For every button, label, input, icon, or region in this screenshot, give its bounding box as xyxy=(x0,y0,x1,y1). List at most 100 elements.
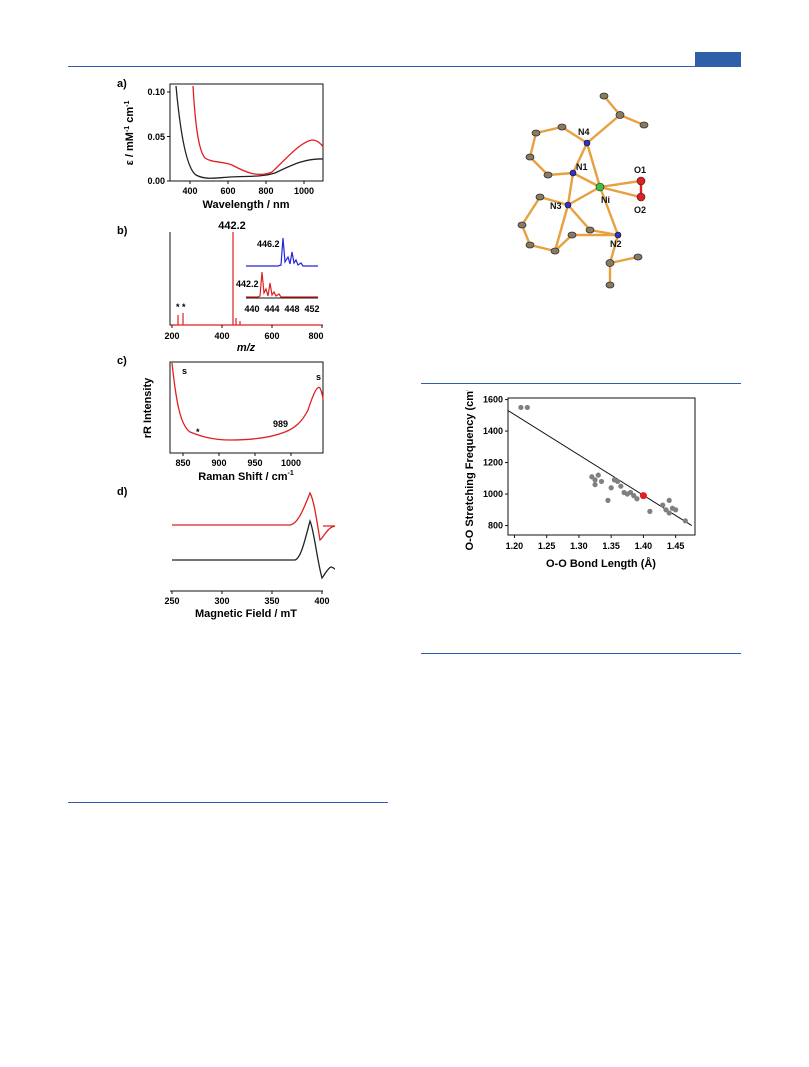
panel-c-xticks: 850 900 950 1000 xyxy=(175,453,301,468)
atom-label: O2 xyxy=(634,205,646,215)
panel-c-red-trace xyxy=(171,362,324,441)
x-tick-label: 1.30 xyxy=(570,541,588,551)
data-point xyxy=(618,483,624,489)
section-rule-right-2 xyxy=(421,653,741,654)
panel-c-s-left: s xyxy=(182,366,187,376)
panel-b-label: b) xyxy=(117,225,128,237)
oxygen-atoms xyxy=(636,176,646,202)
oo-frequency-chart: 800 1000 1200 1400 1600 1.20 1.25 1.30 1.35 1.40… xyxy=(464,390,696,570)
data-point xyxy=(592,477,598,483)
panel-c-s-right: s xyxy=(316,372,321,382)
panel-a-ytick: 0.10 xyxy=(147,87,165,97)
panel-d-xtick: 350 xyxy=(264,596,279,606)
x-tick-label: 1.35 xyxy=(602,541,620,551)
panel-c-ylabel: rR Intensity xyxy=(142,377,154,438)
panel-c-label: c) xyxy=(117,355,127,367)
data-point xyxy=(666,497,672,503)
panel-d-xtick: 400 xyxy=(314,596,329,606)
chart-ylabel: O-O Stretching Frequency (cm-1) xyxy=(464,390,476,550)
panel-a-black-trace xyxy=(175,85,324,179)
panel-a-frame xyxy=(169,83,324,182)
panel-b-xtick: 800 xyxy=(308,331,323,341)
inset-xtick: 448 xyxy=(284,304,299,314)
panel-c-xtick: 950 xyxy=(247,458,262,468)
data-point xyxy=(631,493,637,499)
panel-d-black-trace xyxy=(172,519,335,580)
panel-d-xlabel: Magnetic Field / mT xyxy=(195,608,297,620)
data-point xyxy=(660,502,666,508)
panel-a-label: a) xyxy=(117,78,127,90)
atom-labels: N4 N1 O1 Ni N3 O2 N2 xyxy=(550,127,646,249)
y-tick-label: 1000 xyxy=(483,489,503,499)
data-point xyxy=(598,478,605,485)
x-tick-label: 1.40 xyxy=(635,541,653,551)
inset-xtick: 444 xyxy=(264,304,279,314)
panel-c-star: * xyxy=(196,427,200,437)
data-point xyxy=(666,510,672,516)
panel-c-frame xyxy=(169,361,324,454)
inset-peak-blue-label: 446.2 xyxy=(257,239,280,249)
spectroscopy-figure: a) 0.00 0.05 0.10 400 600 800 1000 Wavel… xyxy=(117,78,335,620)
panel-c-xtick: 850 xyxy=(175,458,190,468)
panel-a-xtick: 400 xyxy=(182,186,197,196)
atom-label: N4 xyxy=(578,127,590,137)
panel-b-xlabel: m/z xyxy=(237,342,256,354)
data-point xyxy=(682,518,688,524)
data-point xyxy=(647,508,653,514)
data-point xyxy=(518,404,524,411)
panel-a-ytick: 0.05 xyxy=(147,132,165,142)
inset-red-trace xyxy=(246,271,318,298)
panel-a-yticks: 0.00 0.05 0.10 xyxy=(147,87,170,186)
data-point xyxy=(615,478,621,485)
x-tick-label: 1.20 xyxy=(506,541,524,551)
data-point xyxy=(608,485,614,491)
chart-points xyxy=(518,404,688,524)
inset-peak-red-label: 442.2 xyxy=(236,279,259,289)
panel-a-red-trace xyxy=(192,85,324,176)
carbon-atoms xyxy=(517,92,649,289)
inset-xticks: 440 444 448 452 xyxy=(244,304,319,314)
header-box xyxy=(695,52,741,66)
inset-blue-trace xyxy=(246,237,318,267)
panel-b-xtick: 400 xyxy=(214,331,229,341)
panel-d-label: d) xyxy=(117,486,128,498)
inset-xtick: 440 xyxy=(244,304,259,314)
x-tick-label: 1.25 xyxy=(538,541,556,551)
atom-label: Ni xyxy=(601,195,610,205)
panel-c-peak: 989 xyxy=(273,419,288,429)
panel-b-peak-main: 442.2 xyxy=(218,220,246,232)
panel-b-spectrum xyxy=(171,232,323,326)
data-point-highlight xyxy=(639,492,647,500)
panel-a-xtick: 800 xyxy=(258,186,273,196)
chart-yticks: 800 1000 1200 1400 1600 xyxy=(483,395,508,531)
panel-b-xtick: 600 xyxy=(264,331,279,341)
panel-a-xtick: 600 xyxy=(220,186,235,196)
crystal-structure: N4 N1 O1 Ni N3 O2 N2 xyxy=(517,92,649,289)
chart-xlabel: O-O Bond Length (Å) xyxy=(546,557,656,570)
panel-d-red-trace xyxy=(172,491,335,542)
data-point xyxy=(673,507,679,513)
data-point xyxy=(595,472,601,478)
panel-a-ytick: 0.00 xyxy=(147,176,165,186)
chart-frame xyxy=(507,397,696,536)
inset-xtick: 452 xyxy=(304,304,319,314)
data-point xyxy=(663,507,669,513)
x-tick-label: 1.45 xyxy=(667,541,685,551)
section-rule-left xyxy=(68,802,388,803)
panel-d-xtick: 300 xyxy=(214,596,229,606)
data-point xyxy=(524,404,530,411)
panel-a-xticks: 400 600 800 1000 xyxy=(182,181,314,196)
panel-d-xtick: 250 xyxy=(164,596,179,606)
bond-network xyxy=(520,94,646,287)
atom-label: N3 xyxy=(550,201,562,211)
data-point xyxy=(592,482,598,488)
chart-xticks: 1.20 1.25 1.30 1.35 1.40 1.45 xyxy=(506,535,685,551)
data-point xyxy=(634,496,640,502)
header-rule xyxy=(68,66,741,67)
data-point xyxy=(627,489,634,496)
y-tick-label: 1200 xyxy=(483,458,503,468)
panel-b-stars: * * xyxy=(176,302,186,312)
panel-b-xtick: 200 xyxy=(164,331,179,341)
data-point xyxy=(589,474,595,480)
data-point xyxy=(605,497,611,503)
